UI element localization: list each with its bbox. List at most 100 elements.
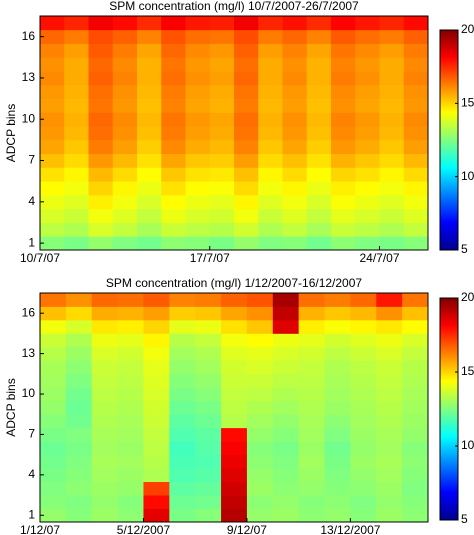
heat-cell — [246, 508, 274, 523]
y-tick-label: 4 — [28, 194, 35, 208]
heat-cell — [65, 319, 93, 334]
heat-cell — [64, 29, 89, 44]
heat-cell — [40, 16, 65, 31]
heat-cell — [65, 306, 93, 321]
heat-cell — [112, 153, 138, 168]
heat-cell — [64, 194, 89, 210]
heat-cell — [40, 98, 65, 113]
x-tick-label: 10/7/07 — [20, 251, 60, 265]
heat-cell — [91, 427, 118, 442]
heat-cell — [246, 400, 274, 415]
heat-cell — [143, 346, 170, 361]
heat-cell — [331, 16, 356, 31]
colorbar-tick-label: 10 — [461, 438, 474, 452]
y-tick-label: 16 — [22, 29, 36, 43]
heat-cell — [306, 16, 332, 31]
heat-cell — [379, 57, 405, 72]
heat-cell — [143, 387, 170, 402]
heat-cell — [195, 427, 222, 442]
heat-cell — [403, 153, 429, 168]
heat-cell — [40, 441, 67, 456]
heat-cell — [379, 194, 405, 210]
heat-cell — [258, 194, 283, 210]
heat-cell — [40, 400, 67, 415]
heat-cell — [234, 57, 259, 72]
heat-cell — [185, 208, 211, 223]
heat-cell — [117, 481, 144, 496]
heat-cell — [161, 112, 186, 127]
heat-cell — [88, 112, 114, 127]
heat-cell — [64, 57, 89, 72]
heat-cell — [282, 71, 308, 86]
heat-cell — [40, 387, 67, 402]
heat-cell — [246, 441, 274, 456]
heat-cell — [112, 126, 138, 141]
heat-cell — [246, 293, 274, 307]
heat-cell — [331, 181, 356, 196]
heat-cell — [88, 167, 114, 182]
heat-cell — [350, 481, 377, 496]
heat-cell — [143, 454, 170, 469]
heat-cell — [403, 167, 429, 182]
heat-cell — [112, 236, 138, 251]
heat-cell — [272, 373, 300, 388]
heat-cell — [209, 153, 235, 168]
heat-cell — [306, 84, 332, 99]
x-tick-label: 1/12/07 — [20, 523, 60, 535]
heat-cell — [298, 441, 325, 456]
heat-cell — [112, 167, 138, 182]
heat-cell — [306, 222, 332, 237]
y-tick-label: 7 — [28, 427, 35, 441]
heat-cell — [234, 153, 259, 168]
heat-cell — [169, 306, 196, 321]
heat-cell — [91, 468, 118, 482]
heat-cell — [282, 126, 308, 141]
heat-cell — [298, 373, 325, 388]
heat-cell — [40, 319, 67, 334]
heat-cell — [221, 454, 248, 469]
heat-cell — [331, 112, 356, 127]
y-tick-label: 10 — [22, 111, 36, 125]
heat-cell — [64, 181, 89, 196]
heat-cell — [324, 346, 351, 361]
heat-cell — [379, 16, 405, 31]
heat-cell — [403, 112, 429, 127]
heat-cell — [169, 346, 196, 361]
heat-cell — [169, 495, 196, 509]
heat-cell — [117, 468, 144, 482]
heat-cell — [91, 306, 118, 321]
heat-cell — [403, 16, 429, 31]
heat-cell — [234, 112, 259, 127]
heat-cell — [306, 112, 332, 127]
heat-cell — [209, 139, 235, 155]
heat-cell — [221, 414, 248, 429]
heat-cell — [137, 16, 162, 31]
heat-cell — [40, 43, 65, 58]
heat-cell — [282, 112, 308, 127]
heat-cell — [234, 236, 259, 251]
heat-cell — [324, 293, 351, 307]
heat-cell — [350, 454, 377, 469]
heat-cell — [234, 29, 259, 44]
colorbar-tick-label: 15 — [461, 364, 474, 378]
heat-cell — [88, 222, 114, 237]
heat-cell — [246, 468, 274, 482]
heat-cell — [306, 43, 332, 58]
heat-cell — [258, 84, 283, 99]
heat-cell — [185, 29, 211, 44]
heat-cell — [40, 454, 67, 469]
heat-cell — [246, 427, 274, 442]
heat-cell — [221, 468, 248, 482]
y-tick-label: 4 — [28, 467, 35, 481]
heat-cell — [137, 84, 162, 99]
heat-cell — [112, 194, 138, 210]
x-tick-label: 5/12/2007 — [117, 523, 171, 535]
heat-cell — [350, 293, 377, 307]
heat-cell — [298, 319, 325, 334]
heat-cell — [355, 167, 380, 182]
heat-cell — [143, 400, 170, 415]
heat-cell — [402, 373, 429, 388]
heat-cell — [88, 139, 114, 155]
y-axis-label: ADCP bins — [4, 378, 18, 436]
heat-cell — [272, 333, 300, 348]
